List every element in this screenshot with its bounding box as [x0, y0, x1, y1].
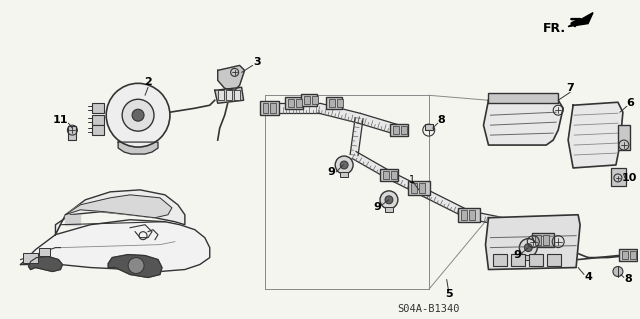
Text: 8: 8	[438, 115, 445, 125]
Bar	[296, 99, 302, 107]
Bar	[226, 90, 232, 100]
Bar	[488, 93, 558, 103]
Circle shape	[340, 161, 348, 169]
Bar	[218, 90, 224, 100]
Bar	[312, 96, 318, 104]
Bar	[630, 251, 636, 259]
Bar	[68, 126, 76, 140]
Polygon shape	[350, 118, 363, 156]
Text: 1: 1	[409, 175, 415, 185]
Bar	[22, 253, 38, 263]
Text: 3: 3	[253, 57, 261, 67]
Polygon shape	[387, 171, 431, 198]
Bar	[385, 207, 393, 212]
Polygon shape	[65, 215, 81, 225]
Text: 6: 6	[626, 98, 634, 108]
Bar	[535, 235, 541, 245]
Circle shape	[335, 156, 353, 174]
Circle shape	[524, 244, 532, 252]
Bar	[529, 254, 543, 265]
Polygon shape	[118, 142, 158, 154]
Polygon shape	[56, 190, 185, 235]
Circle shape	[613, 267, 623, 277]
Bar	[391, 171, 397, 179]
Text: 9: 9	[327, 167, 335, 177]
Circle shape	[106, 83, 170, 147]
Text: 11: 11	[52, 115, 68, 125]
Bar	[92, 125, 104, 135]
Text: 7: 7	[566, 83, 574, 93]
Bar	[390, 124, 408, 136]
Text: 8: 8	[624, 274, 632, 285]
Polygon shape	[427, 191, 470, 218]
Bar	[380, 169, 398, 181]
Polygon shape	[568, 13, 593, 26]
Circle shape	[380, 191, 398, 209]
Circle shape	[132, 109, 144, 121]
Bar	[622, 251, 628, 259]
Bar	[92, 103, 104, 113]
Text: FR.: FR.	[543, 22, 566, 35]
Bar	[532, 233, 554, 247]
Bar	[619, 249, 637, 261]
Text: 9: 9	[373, 202, 381, 212]
Bar	[425, 124, 433, 130]
Polygon shape	[468, 211, 519, 229]
Bar	[408, 181, 429, 195]
Bar	[543, 235, 549, 245]
Bar	[301, 94, 317, 106]
Circle shape	[128, 257, 144, 273]
Bar	[260, 101, 280, 115]
Bar	[393, 126, 399, 134]
Polygon shape	[352, 152, 391, 178]
Circle shape	[122, 99, 154, 131]
Bar	[511, 254, 525, 265]
Bar	[461, 210, 467, 220]
Bar	[326, 97, 342, 109]
Text: 2: 2	[144, 77, 152, 87]
Text: S04A-B1340: S04A-B1340	[397, 304, 460, 314]
Bar	[337, 99, 343, 107]
Polygon shape	[483, 100, 563, 145]
Bar	[305, 96, 310, 104]
Polygon shape	[568, 102, 623, 168]
Bar	[289, 99, 294, 107]
Bar	[411, 183, 417, 193]
Text: 5: 5	[445, 289, 452, 300]
Polygon shape	[29, 256, 63, 271]
Polygon shape	[215, 87, 244, 103]
Circle shape	[519, 239, 537, 256]
Bar	[38, 248, 51, 256]
Bar	[285, 97, 303, 109]
Bar	[468, 210, 474, 220]
Bar	[262, 103, 269, 113]
Polygon shape	[318, 103, 360, 123]
Polygon shape	[20, 220, 210, 271]
Polygon shape	[486, 215, 580, 270]
Bar	[340, 172, 348, 177]
Bar	[524, 255, 532, 260]
Text: 10: 10	[622, 173, 637, 183]
Text: 4: 4	[584, 272, 592, 283]
Bar	[329, 99, 335, 107]
Polygon shape	[218, 65, 244, 90]
Bar	[458, 208, 479, 222]
Bar	[618, 125, 630, 150]
Bar	[234, 90, 239, 100]
Bar	[92, 115, 104, 125]
Text: 9: 9	[513, 249, 522, 260]
Bar	[493, 254, 508, 265]
Bar	[547, 254, 561, 265]
Polygon shape	[269, 103, 319, 113]
Bar	[383, 171, 389, 179]
Bar	[271, 103, 276, 113]
Bar	[419, 183, 425, 193]
Bar	[401, 126, 407, 134]
Circle shape	[385, 196, 393, 204]
Polygon shape	[65, 195, 172, 218]
Polygon shape	[358, 114, 401, 135]
Bar	[611, 168, 626, 186]
Polygon shape	[108, 255, 162, 278]
Polygon shape	[516, 221, 545, 243]
